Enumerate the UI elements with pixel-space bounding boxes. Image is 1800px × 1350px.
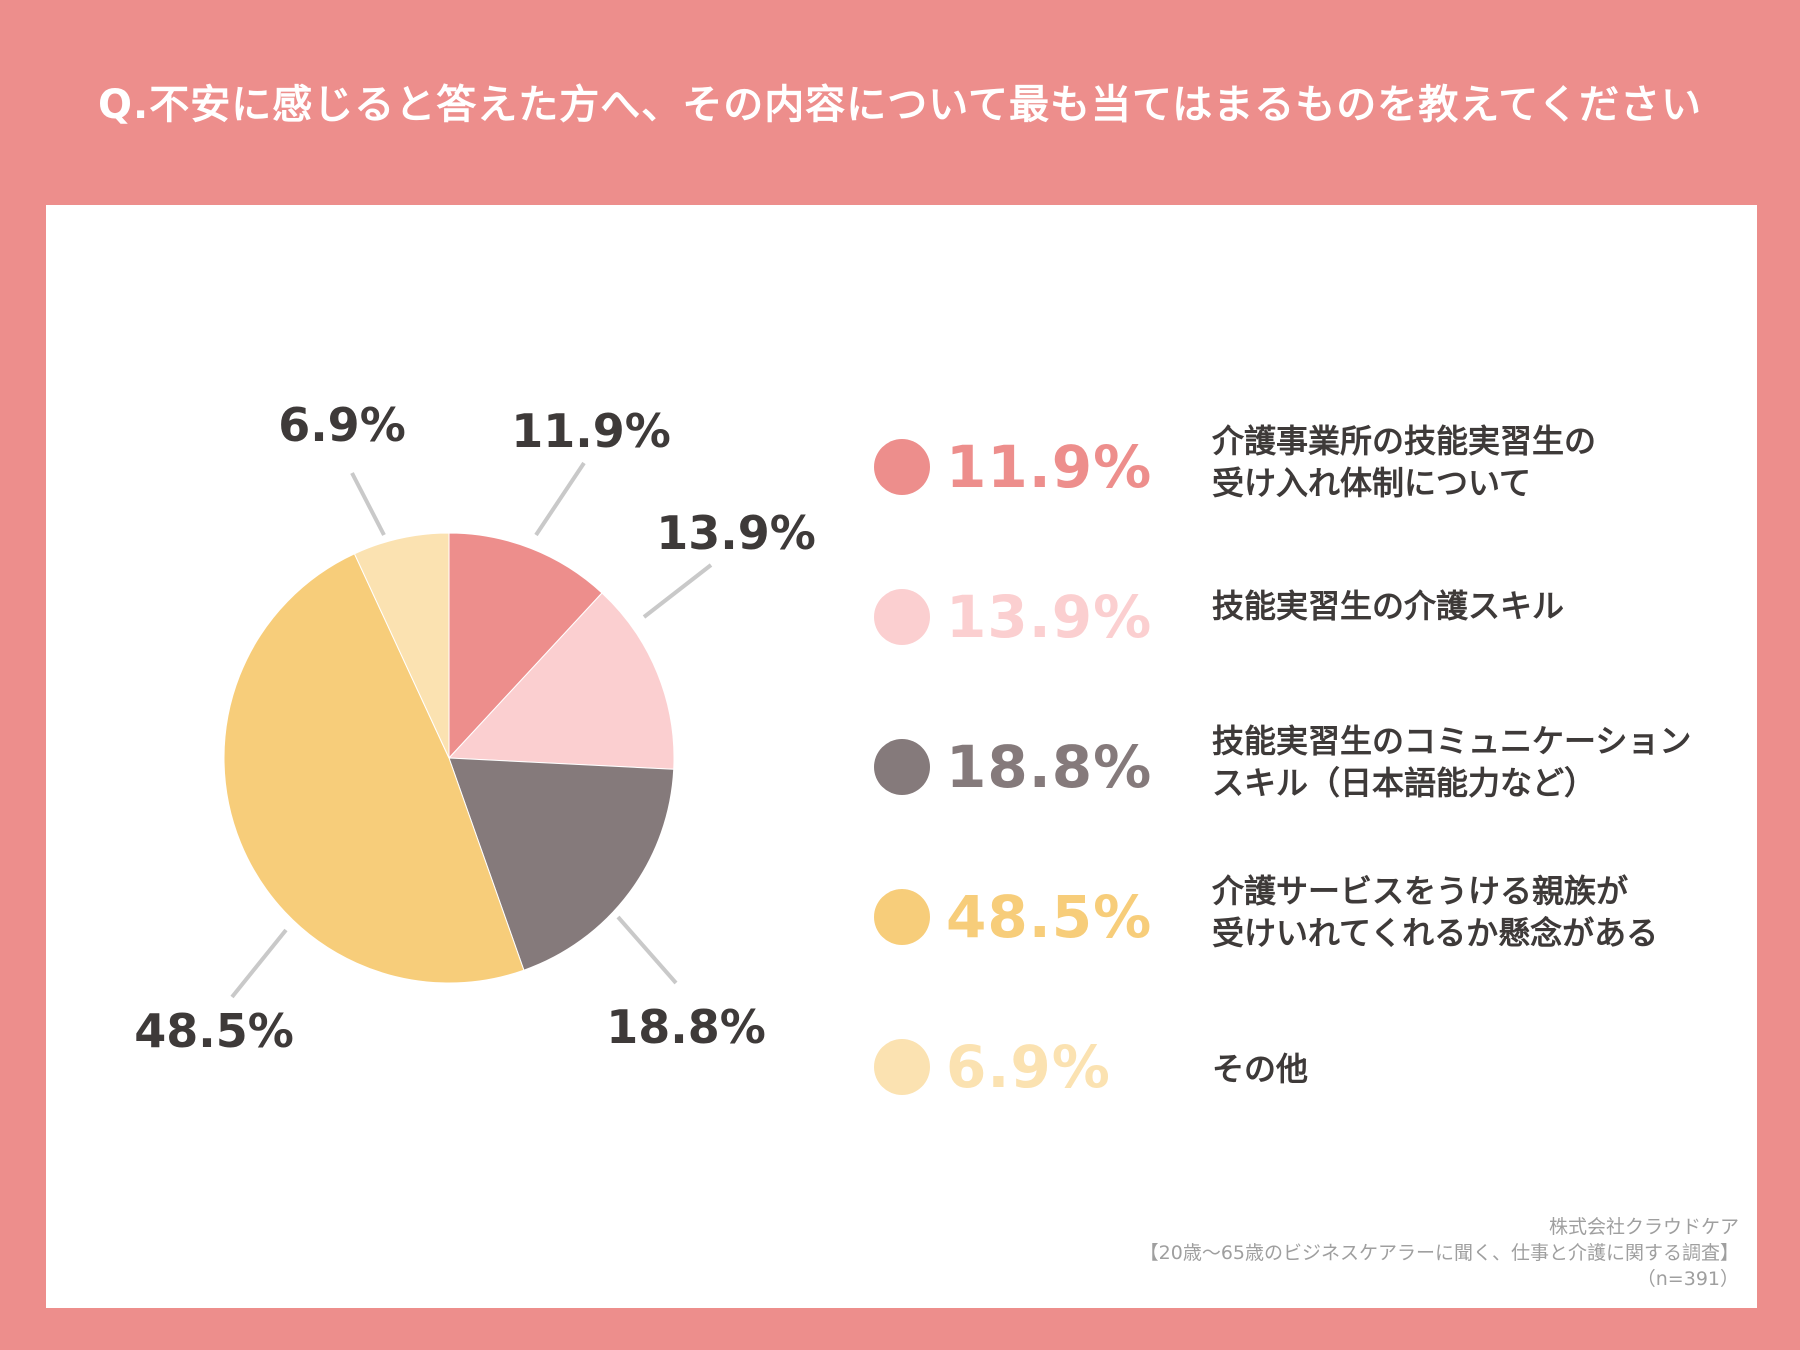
chart-title: Q.不安に感じると答えた方へ、その内容について最も当てはまるものを教えてください	[98, 82, 1702, 128]
pie-data-label-5: 6.9%	[278, 398, 406, 452]
legend-percent: 18.8%	[946, 733, 1153, 801]
legend-swatch	[874, 439, 930, 495]
legend-label-4: 介護サービスをうける親族が 受けいれてくれるか懸念がある	[1212, 870, 1732, 954]
legend-percent: 48.5%	[946, 883, 1153, 951]
pie-data-label-4: 48.5%	[134, 1004, 294, 1058]
pie-chart: 11.9% 13.9% 18.8% 48.5% 6.9%	[134, 398, 816, 1058]
source-survey: 【20歳〜65歳のビジネスケアラーに聞く、仕事と介護に関する調査】	[1139, 1242, 1739, 1264]
legend-label-1: 介護事業所の技能実習生の 受け入れ体制について	[1212, 420, 1732, 504]
pie-slice-5	[353, 532, 450, 759]
legend-label-line: 介護サービスをうける親族が	[1212, 872, 1629, 910]
pie-slice-1	[448, 532, 603, 760]
pie-data-label-2: 13.9%	[656, 506, 816, 560]
legend-label-line: 受け入れ体制について	[1212, 464, 1532, 502]
leader-line-2	[642, 563, 713, 619]
legend-percent: 6.9%	[946, 1033, 1111, 1101]
source-note: 株式会社クラウドケア 【20歳〜65歳のビジネスケアラーに聞く、仕事と介護に関す…	[1140, 1214, 1739, 1292]
pie-data-label-3: 18.8%	[606, 1000, 766, 1054]
pie-slice-4	[223, 553, 525, 984]
source-sample: （n=391）	[1636, 1268, 1739, 1290]
legend-swatch	[874, 1039, 930, 1095]
legend-label-line: 受けいれてくれるか懸念がある	[1212, 914, 1659, 952]
legend-label-2: 技能実習生の介護スキル	[1212, 585, 1732, 627]
leader-line-3	[616, 915, 678, 985]
legend-percent: 11.9%	[946, 433, 1153, 501]
leader-line-1	[534, 461, 586, 537]
leader-line-4	[230, 928, 288, 999]
legend-label-3: 技能実習生のコミュニケーション スキル（日本語能力など）	[1212, 720, 1732, 804]
source-company: 株式会社クラウドケア	[1548, 1216, 1739, 1238]
legend-swatch	[874, 739, 930, 795]
legend-percent: 13.9%	[946, 583, 1153, 651]
chart-panel: 11.9% 13.9% 18.8% 48.5% 6.9% 11.9% 介護事業所の技能実習…	[46, 205, 1757, 1308]
legend-label-line: 介護事業所の技能実習生の	[1212, 422, 1597, 460]
legend-label-line: 技能実習生の介護スキル	[1212, 587, 1565, 625]
leader-line-5	[350, 472, 386, 536]
legend-label-line: スキル（日本語能力など）	[1212, 764, 1597, 802]
legend-swatch	[874, 589, 930, 645]
legend-swatch	[874, 889, 930, 945]
pie-slice-2	[447, 592, 675, 770]
pie-data-label-1: 11.9%	[511, 404, 671, 458]
legend-label-line: 技能実習生のコミュニケーション	[1212, 722, 1692, 760]
legend-label-5: その他	[1212, 1048, 1732, 1090]
legend-label-line: その他	[1212, 1050, 1309, 1088]
